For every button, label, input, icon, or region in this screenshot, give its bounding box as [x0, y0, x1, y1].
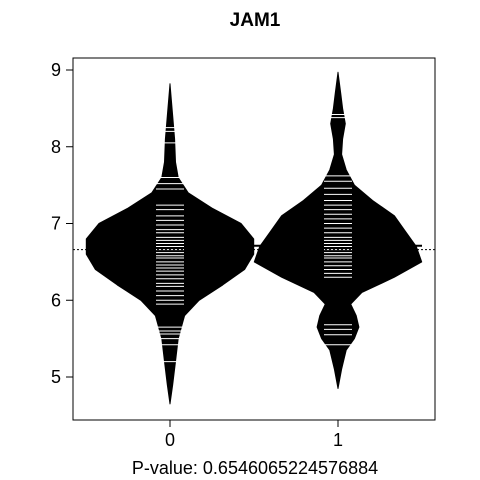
x-tick-label-1: 1	[333, 430, 343, 450]
bean-1	[253, 71, 423, 389]
x-tick-label-0: 0	[165, 430, 175, 450]
y-tick-label-7: 7	[51, 214, 61, 234]
plot-frame	[72, 57, 436, 421]
y-axis: 5 6 7 8 9	[51, 60, 73, 387]
beans	[85, 71, 423, 405]
y-tick-label-8: 8	[51, 137, 61, 157]
y-tick-label-6: 6	[51, 290, 61, 310]
bean-shape-1	[253, 71, 423, 389]
x-axis-label: P-value: 0.6546065224576884	[132, 458, 378, 478]
bean-0	[85, 83, 255, 405]
chart-title: JAM1	[230, 10, 281, 31]
y-tick-label-9: 9	[51, 60, 61, 80]
y-tick-label-5: 5	[51, 367, 61, 387]
